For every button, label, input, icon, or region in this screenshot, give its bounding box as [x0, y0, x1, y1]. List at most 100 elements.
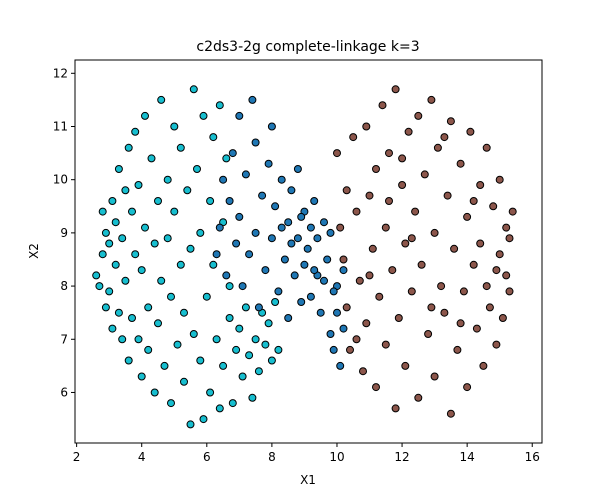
cluster-1-point: [180, 377, 188, 386]
cluster-2-point: [333, 308, 341, 317]
cluster-3-point: [378, 101, 387, 110]
cluster-1-point: [147, 154, 156, 163]
cluster-3-point: [424, 330, 433, 338]
cluster-3-point: [359, 367, 367, 376]
cluster-1-point: [251, 335, 260, 344]
cluster-3-point: [401, 239, 410, 248]
cluster-1-point: [225, 282, 234, 291]
cluster-3-point: [482, 143, 491, 152]
cluster-1-point: [248, 393, 257, 402]
x-tick-label: 8: [268, 450, 276, 464]
cluster-3-point: [495, 175, 504, 184]
cluster-3-point: [456, 159, 465, 168]
y-tick-label: 10: [53, 173, 68, 187]
cluster-3-point: [492, 340, 501, 349]
cluster-3-point: [430, 372, 439, 381]
cluster-1-point: [225, 314, 234, 322]
plot-frame: [74, 59, 543, 444]
cluster-2-point: [310, 197, 319, 205]
cluster-2-point: [238, 282, 247, 291]
cluster-1-point: [254, 367, 263, 376]
cluster-2-point: [287, 239, 296, 248]
cluster-1-point: [170, 122, 179, 131]
cluster-1-point: [235, 324, 244, 333]
cluster-2-point: [329, 345, 338, 354]
cluster-1-point: [228, 399, 237, 408]
cluster-1-point: [271, 298, 280, 306]
cluster-1-point: [114, 165, 123, 173]
cluster-1-point: [222, 154, 231, 163]
cluster-1-point: [238, 372, 247, 381]
cluster-1-point: [206, 388, 215, 397]
cluster-3-point: [485, 303, 494, 312]
cluster-1-point: [163, 175, 172, 184]
cluster-3-point: [381, 223, 390, 232]
cluster-3-point: [469, 197, 478, 205]
cluster-1-point: [108, 324, 117, 333]
cluster-3-point: [453, 345, 462, 354]
cluster-3-point: [355, 276, 364, 285]
cluster-2-point: [336, 361, 345, 370]
cluster-3-point: [446, 117, 455, 126]
cluster-2-point: [251, 138, 260, 147]
cluster-3-point: [346, 345, 354, 354]
cluster-2-point: [277, 175, 286, 184]
cluster-3-point: [440, 308, 449, 317]
cluster-3-point: [339, 255, 348, 264]
cluster-3-point: [456, 319, 465, 328]
cluster-3-point: [450, 244, 459, 253]
cluster-2-point: [235, 212, 244, 221]
cluster-1-point: [118, 234, 127, 243]
cluster-1-point: [196, 228, 205, 237]
cluster-1-point: [131, 127, 140, 136]
cluster-1-point: [131, 250, 140, 259]
cluster-1-point: [170, 207, 179, 216]
cluster-1-point: [196, 356, 205, 365]
x-tick-label: 14: [460, 450, 475, 464]
cluster-2-point: [323, 255, 332, 264]
cluster-1-point: [199, 415, 208, 424]
cluster-1-point: [163, 234, 172, 243]
cluster-3-point: [391, 404, 400, 413]
cluster-3-point: [368, 244, 377, 253]
cluster-3-point: [505, 234, 514, 243]
cluster-3-point: [476, 181, 485, 189]
y-axis-label: X2: [27, 243, 41, 259]
cluster-1-point: [114, 308, 123, 317]
cluster-2-point: [212, 250, 221, 259]
cluster-2-point: [245, 250, 254, 259]
cluster-1-point: [212, 335, 221, 344]
cluster-3-point: [394, 314, 403, 322]
cluster-1-point: [157, 95, 166, 104]
cluster-3-point: [404, 127, 413, 136]
cluster-3-point: [362, 319, 371, 328]
cluster-3-point: [443, 191, 452, 200]
x-tick-label: 2: [73, 450, 81, 464]
cluster-3-point: [472, 324, 481, 333]
cluster-1-point: [92, 271, 101, 280]
cluster-3-point: [495, 250, 504, 259]
cluster-3-point: [372, 165, 380, 173]
cluster-1-point: [186, 420, 195, 429]
cluster-2-point: [232, 239, 241, 248]
cluster-1-point: [101, 303, 110, 312]
cluster-1-point: [189, 330, 198, 338]
cluster-1-point: [105, 287, 114, 296]
x-tick-label: 4: [138, 450, 146, 464]
data-points: [92, 85, 517, 429]
cluster-1-point: [144, 345, 153, 354]
cluster-3-point: [381, 340, 390, 349]
y-tick-label: 6: [60, 385, 68, 399]
cluster-1-point: [98, 250, 107, 259]
cluster-1-point: [144, 303, 153, 312]
cluster-2-point: [264, 159, 273, 168]
cluster-1-point: [111, 260, 120, 269]
cluster-3-point: [508, 207, 517, 216]
cluster-1-point: [199, 111, 208, 120]
x-axis-label: X1: [300, 473, 316, 487]
cluster-3-point: [459, 287, 468, 296]
y-tick-label: 8: [60, 279, 68, 293]
cluster-2-point: [316, 308, 325, 317]
cluster-2-point: [326, 228, 335, 237]
cluster-1-point: [219, 361, 228, 370]
